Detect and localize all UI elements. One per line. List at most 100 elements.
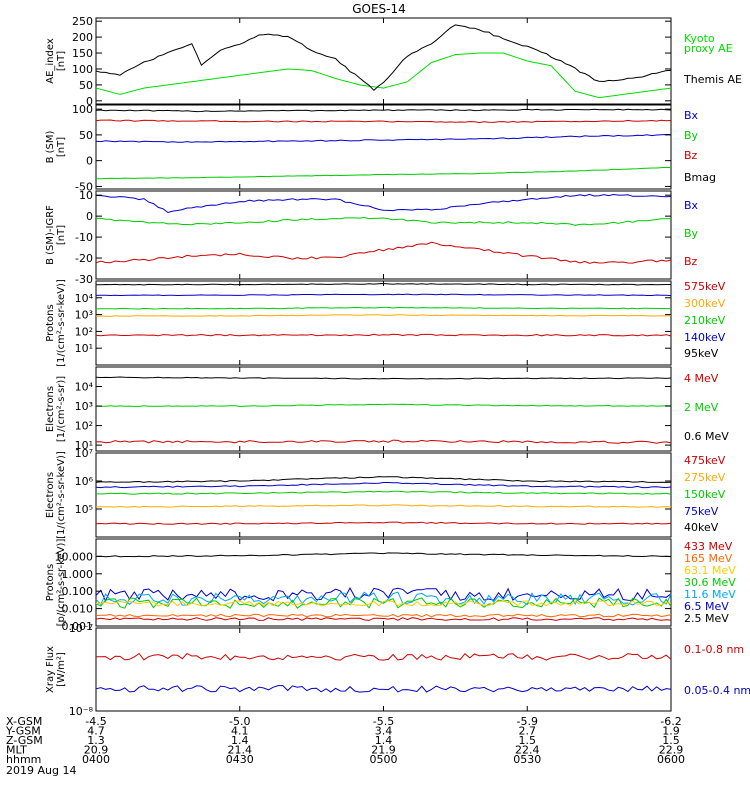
legend-entry: By	[684, 227, 699, 240]
y-tick-label: 50	[79, 79, 93, 92]
y-tick-label: 10⁵	[75, 503, 93, 516]
y-tick-label: -50	[75, 180, 93, 193]
y-tick-label: -30	[75, 273, 93, 286]
series-line	[95, 482, 672, 489]
y-tick-label: 150	[72, 47, 93, 60]
legend-entry: proxy AE	[684, 42, 733, 55]
legend-entry: Bz	[684, 149, 698, 162]
series-line	[95, 24, 672, 91]
y-tick-label: 1.000	[62, 568, 94, 581]
ephemeris-value: 22.9	[659, 744, 684, 757]
panel-electrons_kev: 10⁵ 10⁶ 10⁷ Electrons [1/(cm²-s-sr-keV)] 475k…	[45, 447, 726, 539]
y-axis-label: Protons	[45, 564, 56, 601]
y-tick-label: 10³	[75, 309, 93, 322]
series-line	[95, 439, 672, 444]
y-axis-label: Electrons	[45, 472, 56, 518]
series-line	[95, 490, 672, 495]
y-tick-label: 10⁴	[75, 292, 94, 305]
y-axis-label: [p/(cm²-s-sr-keV)]	[56, 539, 67, 627]
y-axis-label: [1/(cm²-s-sr)]	[56, 376, 67, 442]
ephemeris-value: -5.9	[517, 715, 538, 728]
legend-entry: 275keV	[684, 471, 726, 484]
y-tick-label: 10¹	[75, 439, 93, 452]
legend-entry: 0.1-0.8 nm	[684, 643, 744, 656]
ephemeris-value: 0430	[226, 753, 254, 766]
legend-entry: Bx	[684, 109, 699, 122]
y-tick-label: 10¹	[75, 342, 93, 355]
y-tick-label: 10⁴	[75, 381, 94, 394]
y-tick-label: 0.010	[62, 603, 94, 616]
series-line	[95, 119, 672, 124]
y-tick-label: 100	[72, 63, 93, 76]
y-axis-label: [nT]	[56, 137, 67, 157]
panel-frame	[95, 280, 672, 366]
ephemeris-value: 4.7	[87, 725, 105, 738]
series-line	[96, 504, 672, 508]
series-line	[95, 216, 672, 226]
panel-frame	[95, 366, 672, 452]
y-axis-label: [1/(cm²-s-sr-keV)]	[56, 279, 67, 367]
series-line	[96, 166, 672, 180]
y-tick-label: 10³	[75, 400, 93, 413]
ephemeris-value: 1.4	[231, 734, 249, 747]
y-tick-label: 0	[86, 155, 93, 168]
legend-entry: Bmag	[684, 171, 716, 184]
ephemeris-value: 2.7	[519, 725, 537, 738]
date-label: 2019 Aug 14	[6, 764, 76, 777]
series-line	[95, 293, 672, 297]
series-line	[95, 376, 672, 380]
y-axis-label: B (SM)	[45, 130, 56, 163]
panel-frame	[95, 627, 672, 712]
y-tick-label: 10²	[75, 420, 93, 433]
ephemeris-value: 1.5	[519, 734, 537, 747]
ephemeris-value: -4.5	[85, 715, 106, 728]
ephemeris-value: -5.0	[229, 715, 250, 728]
ephemeris-value: -6.2	[660, 715, 681, 728]
ephemeris-value: 1.5	[662, 734, 680, 747]
y-tick-label: 10⁶	[75, 475, 94, 488]
legend-entry: 2 MeV	[684, 401, 719, 414]
y-tick-label: 10⁷	[75, 447, 93, 460]
series-line	[95, 314, 672, 317]
legend-entry: 433 MeV	[684, 540, 733, 553]
series-line	[95, 597, 672, 609]
panel-electrons_mev: 10¹ 10² 10³ 10⁴ Electrons [1/(cm²-s-sr)] 4 MeV…	[45, 366, 729, 452]
panel-protons_low: 10¹ 10² 10³ 10⁴ Protons [1/(cm²-s-sr-keV)] 575…	[45, 279, 726, 367]
series-line	[95, 521, 672, 525]
legend-entry: 4 MeV	[684, 372, 719, 385]
ephemeris-value: 22.4	[515, 744, 540, 757]
legend-entry: 11.6 MeV	[684, 588, 736, 601]
series-line	[95, 600, 672, 607]
ephemeris-row-label: Z-GSM	[6, 734, 43, 747]
legend-entry: 0.05-0.4 nm	[684, 684, 750, 697]
legend-entry: 300keV	[684, 297, 726, 310]
ephemeris-value: 21.4	[228, 744, 253, 757]
y-tick-label: 200	[72, 31, 93, 44]
y-tick-label: 10.000	[55, 550, 94, 563]
legend-entry: 6.5 MeV	[684, 600, 729, 613]
ephemeris-value: -5.5	[373, 715, 394, 728]
legend-entry: 0.6 MeV	[684, 430, 729, 443]
ephemeris-value: 1.4	[375, 734, 393, 747]
ephemeris-row-label: Y-GSM	[5, 725, 41, 738]
y-tick-label: 50	[79, 129, 93, 142]
panel-b: -50 0 50 100 B (SM) [nT] Bx By Bz Bmag	[45, 103, 716, 193]
legend-entry: 575keV	[684, 280, 726, 293]
y-axis-label: B (SM)-IGRF	[45, 205, 56, 265]
legend-entry: 40keV	[684, 521, 719, 534]
legend-entry: 210keV	[684, 314, 726, 327]
legend-entry: Kyoto	[684, 32, 715, 45]
y-tick-label: 0.100	[62, 585, 94, 598]
series-line	[95, 685, 672, 693]
y-axis-label: [W/m²]	[56, 652, 67, 687]
panel-xray: 10⁻⁸ 10⁻⁷ Xray Flux [W/m²] 0.1-0.8 nm 0.05-0.…	[45, 622, 750, 718]
y-tick-label: 0	[86, 95, 93, 108]
ephemeris-table: X-GSM -4.5 -5.0 -5.5 -5.9 -6.2 Y-GSM 4.7 4.1 3.4 2…	[5, 715, 685, 766]
legend-entry: Bx	[684, 199, 699, 212]
legend-entry: 75keV	[684, 505, 719, 518]
ephemeris-value: 1.9	[662, 725, 680, 738]
legend-entry: 63.1 MeV	[684, 564, 736, 577]
ephemeris-value: 0600	[657, 753, 685, 766]
